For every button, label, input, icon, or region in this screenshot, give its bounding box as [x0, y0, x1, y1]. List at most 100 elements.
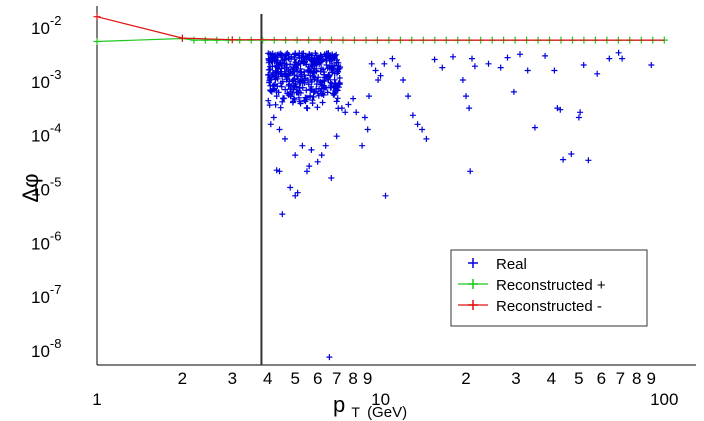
reconstructed-minus-line	[96, 16, 665, 41]
real-point	[276, 168, 283, 175]
x-tick-label: 7	[332, 369, 341, 388]
legend-plus-real	[468, 258, 478, 268]
real-point	[267, 121, 274, 128]
real-point	[281, 56, 288, 63]
real-point	[303, 87, 310, 94]
legend-label-real: Real	[496, 256, 527, 273]
real-point	[389, 55, 396, 62]
real-point	[269, 70, 276, 77]
real-point	[269, 63, 276, 70]
real-point	[296, 85, 303, 92]
reconstructed-plus-point	[201, 36, 209, 44]
x-tick-label: 1	[92, 390, 101, 409]
real-point	[335, 68, 342, 75]
real-point	[336, 79, 343, 86]
x-tick-label: 100	[650, 390, 678, 409]
real-point	[524, 67, 531, 74]
real-point	[266, 102, 273, 109]
x-tick-label: 3	[228, 369, 237, 388]
real-point	[301, 97, 308, 104]
real-point	[306, 51, 313, 57]
real-point	[300, 77, 307, 84]
real-point	[304, 105, 311, 112]
real-point	[308, 87, 315, 94]
real-point	[277, 104, 284, 111]
real-point	[265, 97, 272, 104]
real-point	[337, 64, 344, 71]
real-point	[273, 167, 280, 174]
real-point	[289, 99, 296, 106]
real-point	[375, 77, 382, 83]
real-point	[466, 105, 473, 112]
x-axis-title-sub: T	[351, 404, 360, 420]
real-point	[276, 60, 283, 67]
real-point	[292, 59, 299, 66]
real-point	[309, 97, 316, 104]
x-tick-label: 6	[313, 369, 322, 388]
real-point	[282, 86, 289, 93]
real-point	[319, 99, 326, 106]
real-point	[306, 52, 313, 59]
legend-item-reconstructed-plus: Reconstructed +	[458, 277, 606, 294]
real-point	[322, 142, 329, 149]
real-point	[317, 59, 324, 66]
real-point	[294, 67, 301, 74]
real-point	[331, 76, 338, 83]
real-point	[270, 114, 277, 121]
real-point	[314, 90, 321, 97]
real-point	[319, 91, 325, 98]
real-point	[313, 52, 320, 59]
y-tick-label: 10-4	[31, 121, 61, 146]
real-point	[276, 126, 283, 133]
x-tick-label: 2	[178, 369, 187, 388]
real-point	[330, 53, 337, 60]
legend-item-reconstructed-minus: Reconstructed -	[458, 298, 602, 315]
real-point	[467, 168, 474, 175]
x-axis-title: p T (GeV)	[333, 392, 407, 421]
legend-marker-reconstructed-plus	[458, 279, 488, 289]
real-point	[284, 50, 291, 57]
real-point	[317, 68, 324, 75]
real-point	[575, 114, 582, 121]
real-point	[359, 142, 366, 149]
real-point	[372, 67, 379, 74]
real-point	[273, 93, 280, 100]
real-point	[304, 168, 310, 175]
legend-marker-reconstructed-minus	[458, 300, 488, 310]
legend-plus-green	[468, 279, 478, 289]
reconstructed-minus-point	[178, 34, 186, 42]
real-point	[296, 98, 303, 105]
real-point	[278, 70, 285, 77]
real-point	[469, 55, 475, 62]
real-points	[265, 49, 655, 361]
real-point	[585, 157, 592, 164]
real-point	[594, 70, 601, 77]
real-point	[314, 104, 321, 111]
real-point	[331, 90, 338, 97]
real-point	[277, 80, 284, 87]
x-axis-title-unit: (GeV)	[367, 404, 407, 421]
real-point	[560, 156, 567, 163]
real-point	[312, 60, 319, 67]
real-point	[381, 60, 388, 67]
real-point	[311, 76, 318, 83]
real-point	[361, 114, 368, 121]
real-point	[333, 98, 340, 105]
x-tick-label: 4	[263, 369, 272, 388]
real-point	[327, 52, 334, 59]
real-point	[297, 60, 304, 67]
real-point	[292, 51, 298, 57]
x-tick-label: 5	[291, 369, 300, 388]
real-point	[277, 52, 284, 59]
real-point	[293, 89, 300, 96]
real-point	[431, 56, 438, 63]
real-point	[619, 55, 626, 62]
real-point	[551, 67, 558, 74]
real-point	[306, 163, 313, 170]
real-point	[459, 77, 466, 83]
real-point	[350, 95, 357, 102]
real-point	[304, 67, 311, 74]
x-tick-label: 2	[461, 369, 470, 388]
real-point	[266, 79, 273, 86]
